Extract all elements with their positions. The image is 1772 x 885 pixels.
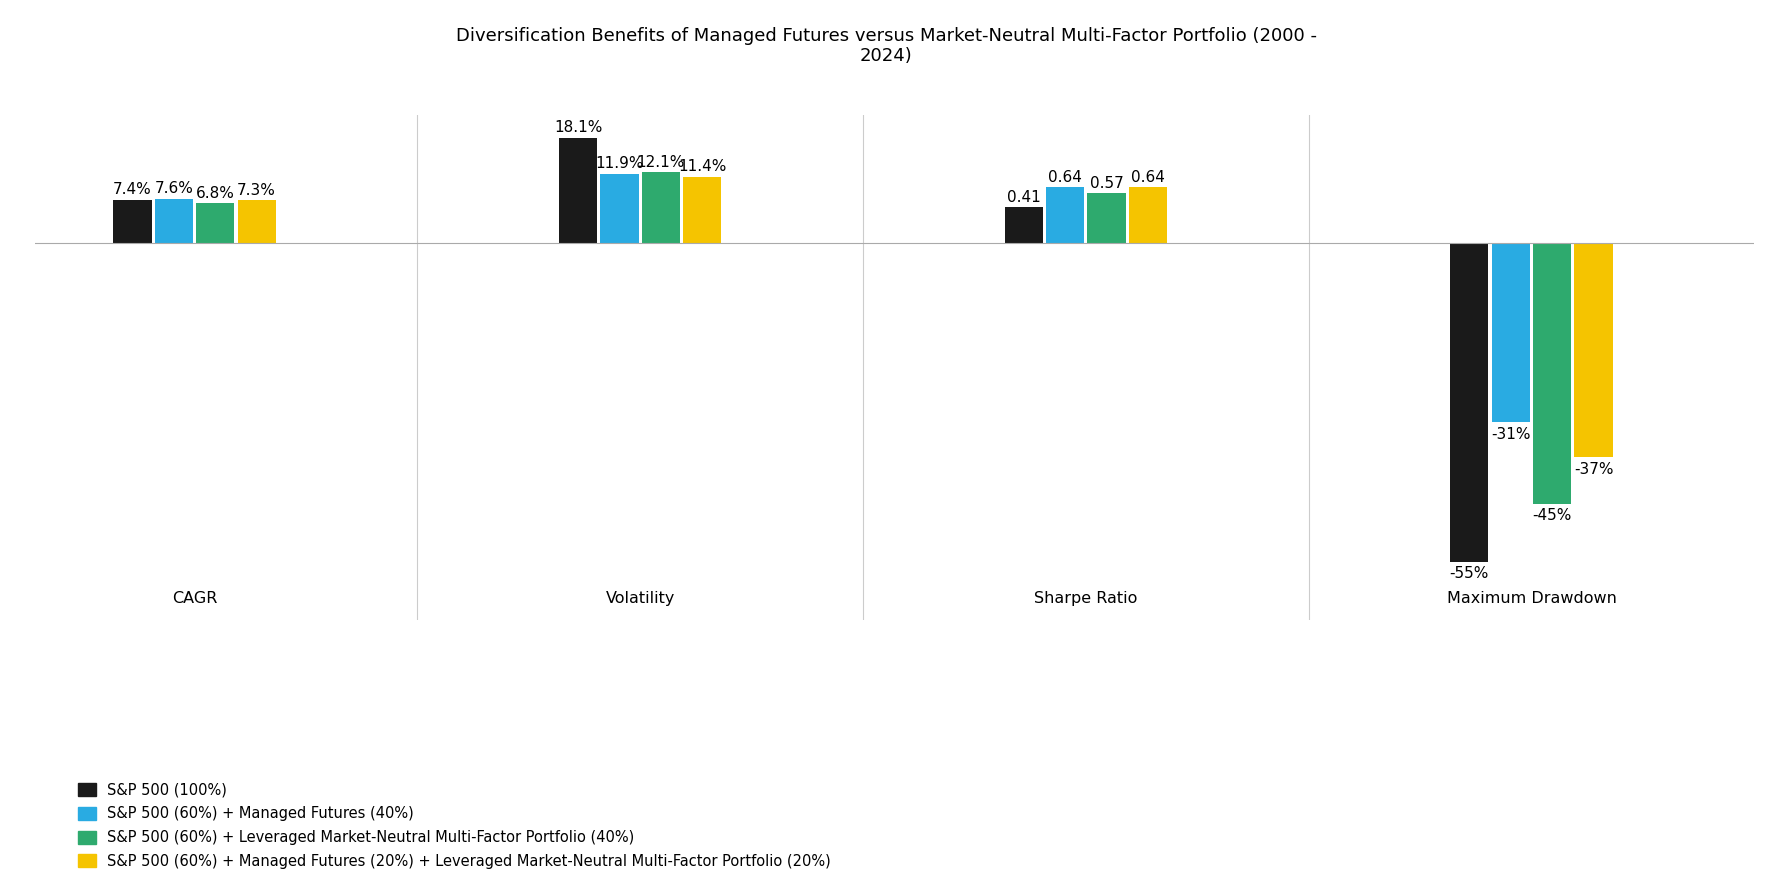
Text: -31%: -31% <box>1490 427 1531 442</box>
Bar <box>684 176 721 242</box>
Text: 7.6%: 7.6% <box>154 181 193 196</box>
Text: 0.41: 0.41 <box>1006 189 1040 204</box>
Bar <box>154 198 193 242</box>
Bar <box>1492 242 1529 422</box>
Text: 0.64: 0.64 <box>1049 170 1083 185</box>
Bar <box>1045 187 1084 242</box>
Text: 7.4%: 7.4% <box>113 182 152 197</box>
Text: Diversification Benefits of Managed Futures versus Market-Neutral Multi-Factor P: Diversification Benefits of Managed Futu… <box>455 27 1317 65</box>
Bar <box>601 173 638 242</box>
Text: 7.3%: 7.3% <box>237 183 276 198</box>
Bar <box>237 200 276 242</box>
Text: 11.4%: 11.4% <box>679 159 727 174</box>
Bar <box>113 200 152 242</box>
Text: -37%: -37% <box>1574 462 1613 477</box>
Text: -55%: -55% <box>1449 566 1488 581</box>
Bar <box>558 138 597 242</box>
Legend: S&P 500 (100%), S&P 500 (60%) + Managed Futures (40%), S&P 500 (60%) + Leveraged: S&P 500 (100%), S&P 500 (60%) + Managed … <box>78 782 831 869</box>
Text: Volatility: Volatility <box>606 590 675 605</box>
Bar <box>1129 187 1168 242</box>
Text: 0.64: 0.64 <box>1131 170 1164 185</box>
Text: -45%: -45% <box>1533 508 1572 523</box>
Bar <box>1088 193 1125 242</box>
Bar <box>1005 207 1044 242</box>
Text: 0.57: 0.57 <box>1090 176 1123 190</box>
Text: Sharpe Ratio: Sharpe Ratio <box>1035 590 1138 605</box>
Text: 12.1%: 12.1% <box>636 155 686 170</box>
Bar <box>641 173 680 242</box>
Text: 18.1%: 18.1% <box>555 120 602 135</box>
Bar <box>197 204 234 242</box>
Text: 6.8%: 6.8% <box>197 186 234 201</box>
Text: 11.9%: 11.9% <box>595 157 643 172</box>
Text: Maximum Drawdown: Maximum Drawdown <box>1446 590 1616 605</box>
Text: CAGR: CAGR <box>172 590 218 605</box>
Bar <box>1575 242 1613 458</box>
Bar <box>1533 242 1572 504</box>
Bar <box>1449 242 1488 561</box>
